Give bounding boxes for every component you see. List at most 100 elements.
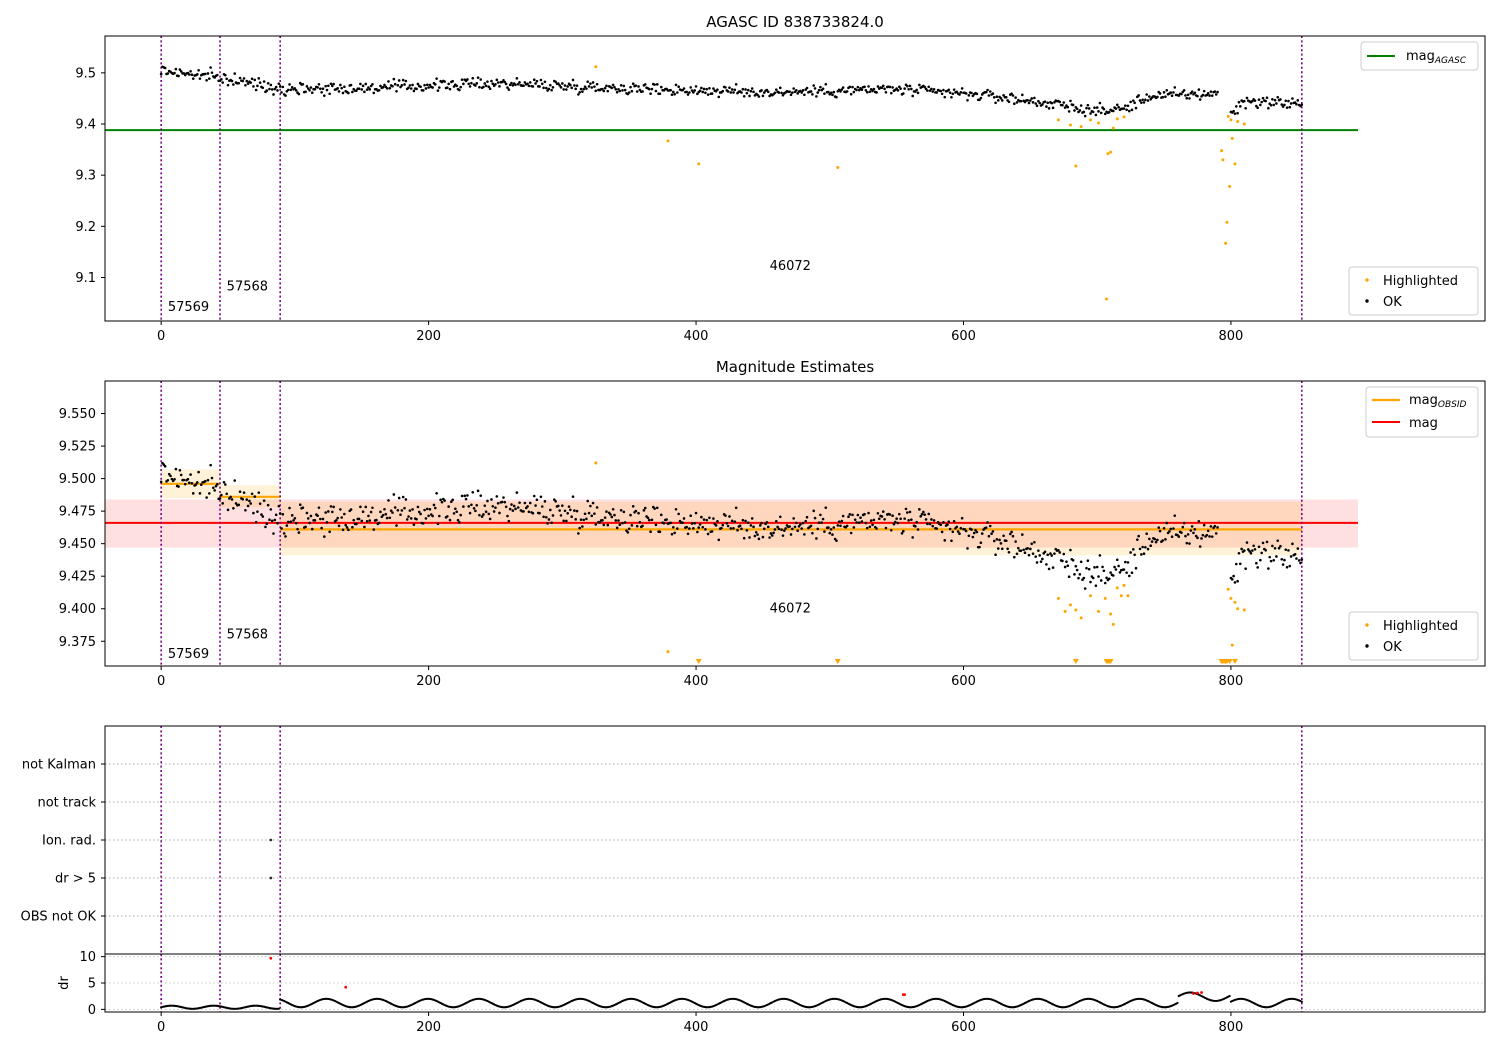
ok-point: [1129, 551, 1132, 554]
ok-point: [544, 515, 548, 519]
ok-point: [1031, 101, 1035, 104]
ok-point: [345, 526, 349, 529]
ok-point: [1113, 565, 1116, 569]
ok-point: [728, 515, 731, 518]
ok-point: [1197, 519, 1201, 523]
ok-point: [1277, 546, 1281, 550]
ok-point: [253, 78, 257, 82]
ok-point: [548, 508, 552, 512]
ok-point: [1094, 584, 1098, 588]
ok-point: [1276, 539, 1280, 542]
ok-point: [1021, 93, 1024, 97]
ok-point: [1146, 99, 1150, 102]
ok-point: [385, 87, 389, 90]
ok-point: [1013, 102, 1016, 106]
ok-point: [756, 533, 759, 536]
ok-point: [194, 483, 198, 486]
ok-point: [1034, 102, 1037, 105]
ok-point: [392, 493, 396, 496]
highlighted-point: [1105, 297, 1109, 301]
agasc-frame: [104, 35, 1486, 322]
ok-point: [1146, 547, 1150, 551]
ok-point: [472, 507, 476, 510]
ok-point: [950, 95, 953, 99]
ok-point: [393, 82, 397, 86]
ok-point: [893, 520, 897, 524]
ok-point: [173, 71, 176, 75]
obsid-label: 57568: [227, 279, 268, 294]
ok-point: [760, 89, 763, 92]
ok-point: [1015, 101, 1019, 104]
ok-point: [733, 88, 737, 92]
ok-point: [1128, 109, 1131, 113]
ok-point: [582, 87, 586, 91]
ok-point: [436, 522, 440, 526]
ok-point: [474, 509, 477, 513]
ok-point: [1173, 514, 1177, 517]
ok-point: [889, 91, 893, 95]
ok-point: [538, 511, 541, 515]
ok-point: [694, 85, 698, 88]
ok-point: [1232, 574, 1235, 578]
ok-point: [516, 82, 520, 86]
ok-point: [594, 89, 598, 93]
ok-point: [224, 73, 227, 77]
ok-point: [341, 91, 345, 95]
ok-point: [630, 89, 634, 93]
ok-point: [265, 522, 269, 526]
ok-point: [641, 524, 644, 528]
ok-point: [268, 87, 271, 91]
flag-point: [269, 876, 273, 880]
ok-point: [915, 520, 918, 524]
ok-point: [1002, 534, 1005, 538]
ok-point: [792, 87, 795, 90]
ok-point: [238, 490, 242, 494]
ok-point: [179, 70, 183, 73]
ok-point: [602, 89, 606, 93]
ok-point: [650, 87, 654, 91]
ok-point: [234, 502, 238, 505]
highlighted-point: [1109, 150, 1113, 154]
ok-point: [352, 518, 356, 522]
ok-point: [811, 93, 814, 96]
ok-point: [534, 82, 537, 85]
ok-point: [389, 509, 393, 512]
ok-point: [1053, 552, 1056, 555]
highlighted-point: [1229, 118, 1233, 122]
ok-point: [1145, 532, 1148, 536]
ok-point: [926, 89, 929, 92]
ok-point: [634, 84, 638, 87]
ok-point: [768, 536, 771, 539]
ok-point: [1240, 547, 1243, 551]
ok-point: [1205, 533, 1209, 537]
ok-point: [942, 88, 945, 92]
ok-point: [1002, 94, 1005, 97]
ok-point: [638, 520, 642, 524]
ok-point: [1283, 103, 1286, 107]
ok-point: [902, 529, 905, 533]
ok-point: [1210, 535, 1214, 538]
ok-point: [1253, 548, 1257, 551]
ok-point: [270, 519, 274, 523]
ok-point: [793, 525, 797, 529]
ok-point: [728, 86, 731, 90]
ok-point: [325, 88, 329, 92]
highlighted-point: [1236, 119, 1240, 123]
dr-red-point: [344, 985, 348, 989]
ok-point: [463, 494, 467, 498]
ok-point: [795, 88, 798, 92]
ok-point: [1180, 92, 1183, 96]
ok-point: [978, 545, 981, 549]
ok-point: [357, 517, 361, 521]
ok-point: [578, 526, 582, 530]
highlighted-point: [1242, 608, 1246, 612]
ok-point: [863, 512, 866, 516]
ok-point: [232, 83, 235, 86]
ok-point: [203, 72, 207, 76]
ok-point: [569, 83, 572, 87]
ok-point: [1141, 98, 1144, 102]
ok-point: [407, 515, 410, 518]
ok-point: [658, 530, 662, 534]
ok-point: [748, 94, 751, 98]
ok-point: [622, 510, 626, 514]
